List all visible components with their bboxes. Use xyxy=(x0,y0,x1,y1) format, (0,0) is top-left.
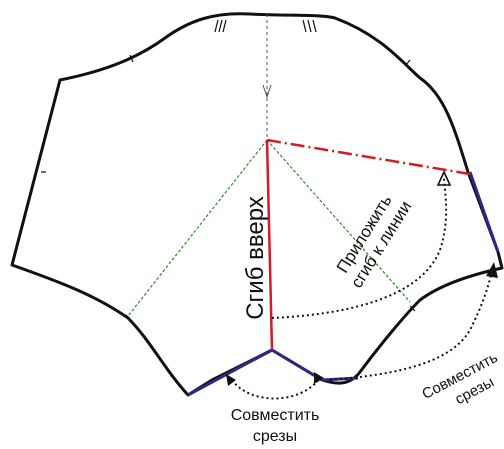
match-bottom-label: Совместить срезы xyxy=(231,407,320,445)
fold-line xyxy=(265,139,274,351)
match-right-label: Совместить срезы xyxy=(419,349,500,408)
seam-edge-right xyxy=(468,171,500,253)
attach-label: Приложить сгиб к линии xyxy=(333,191,416,291)
fold-up-label: Сгиб вверх xyxy=(242,196,269,320)
attach-arrowhead-icon xyxy=(436,170,452,186)
match-right-arrow xyxy=(329,269,493,381)
green-guide-left xyxy=(127,139,268,317)
svg-text:срезы: срезы xyxy=(253,428,297,445)
svg-text:Совместить: Совместить xyxy=(231,407,320,424)
match-bottom-arrowhead-right-icon xyxy=(314,372,324,384)
match-bottom-arrowhead-left-icon xyxy=(226,374,236,386)
notch-marks xyxy=(41,19,416,321)
target-line xyxy=(266,138,471,176)
attach-arrow xyxy=(271,177,448,319)
center-guide-arrow xyxy=(262,84,272,99)
match-bottom-arrow xyxy=(231,377,321,400)
match-right-arrowhead-icon xyxy=(486,262,498,278)
seam-edge-bottom-left xyxy=(187,348,273,397)
green-guide-right xyxy=(266,139,411,303)
